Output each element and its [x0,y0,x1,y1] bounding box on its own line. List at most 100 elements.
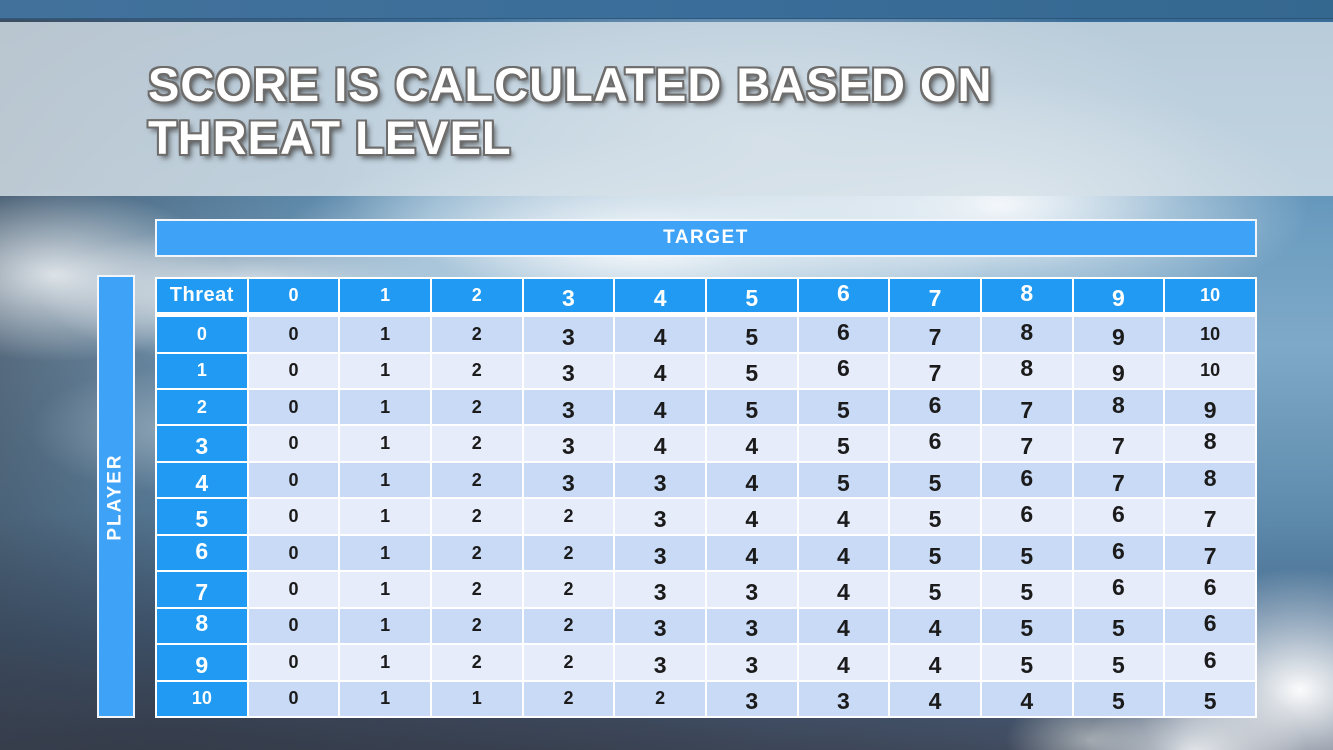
score-cell: 5 [979,533,1074,573]
score-cell: 7 [979,424,1074,463]
score-cell: 9 [1071,313,1166,354]
score-cell: 4 [704,533,799,573]
target-col-header-0: 0 [246,277,341,317]
score-cell: 5 [1071,679,1166,719]
score-table-body: 0 0 1 2 3 4 5 6 7 8 9 10 1 0 1 2 3 4 5 6 7 8 9 10 2 0 1 2 3 4 5 5 6 7 8 9 3 0… [155,313,1257,719]
score-cell: 3 [521,424,616,463]
threat-row-header-10: 10 [155,679,249,719]
score-cell: 1 [338,570,432,609]
score-cell: 2 [429,570,524,609]
score-cell: 6 [796,351,891,391]
score-cell: 6 [1071,497,1166,536]
score-cell: 5 [888,570,982,609]
score-cell: 1 [338,313,432,354]
score-cell: 0 [246,570,341,609]
score-cell: 0 [246,351,341,391]
score-cell: 1 [429,679,524,719]
score-cell: 0 [246,424,341,463]
score-cell: 3 [521,388,616,427]
player-axis-text: PLAYER [105,452,127,541]
score-cell: 6 [979,497,1074,536]
score-cell: 0 [246,313,341,354]
score-cell: 4 [796,533,891,573]
header-row: Threat 0 1 2 3 4 5 6 7 8 9 10 [155,277,1257,317]
score-cell: 4 [613,313,707,354]
score-cell: 1 [338,679,432,719]
title-line-1: SCORE IS CALCULATED BASED ON [148,58,993,111]
score-cell: 6 [888,424,982,463]
score-cell: 4 [796,606,891,646]
score-cell: 2 [429,424,524,463]
score-cell: 0 [246,388,341,427]
score-cell: 1 [338,497,432,536]
score-cell: 4 [888,679,982,719]
score-cell: 6 [1071,533,1166,573]
score-cell: 5 [888,460,982,500]
score-cell: 5 [979,570,1074,609]
threat-row-header-5: 5 [155,497,249,536]
score-cell: 2 [429,351,524,391]
score-cell: 3 [613,460,707,500]
threat-row-header-8: 8 [155,606,249,646]
score-cell: 5 [1163,679,1257,719]
score-cell: 2 [429,497,524,536]
target-col-header-8: 8 [979,277,1074,317]
score-cell: 1 [338,606,432,646]
threat-row-header-0: 0 [155,313,249,354]
score-cell: 4 [979,679,1074,719]
target-col-header-6: 6 [796,277,891,317]
target-axis-text: TARGET [663,227,749,248]
title-band: SCORE IS CALCULATED BASED ON THREAT LEVE… [0,22,1333,196]
score-cell: 3 [521,460,616,500]
score-cell: 2 [521,533,616,573]
score-cell: 8 [1163,460,1257,500]
score-cell: 8 [979,313,1074,354]
score-table-header: Threat 0 1 2 3 4 5 6 7 8 9 10 [155,277,1257,317]
score-cell: 5 [979,606,1074,646]
score-cell: 4 [888,643,982,682]
threat-row-header-2: 2 [155,388,249,427]
score-cell: 5 [796,388,891,427]
threat-row-header-6: 6 [155,533,249,573]
score-cell: 6 [1163,643,1257,682]
score-cell: 4 [796,497,891,536]
score-cell: 9 [1163,388,1257,427]
slide-title: SCORE IS CALCULATED BASED ON THREAT LEVE… [148,58,992,164]
score-cell: 6 [979,460,1074,500]
score-cell: 7 [1071,424,1166,463]
target-col-header-7: 7 [888,277,982,317]
score-cell: 10 [1163,351,1257,391]
score-cell: 2 [429,606,524,646]
score-cell: 2 [613,679,707,719]
score-cell: 0 [246,460,341,500]
score-cell: 2 [521,570,616,609]
score-cell: 5 [796,424,891,463]
score-cell: 7 [1163,533,1257,573]
target-col-header-2: 2 [429,277,524,317]
target-col-header-3: 3 [521,277,616,317]
target-col-header-9: 9 [1071,277,1166,317]
score-cell: 3 [521,313,616,354]
score-cell: 4 [704,497,799,536]
score-cell: 3 [704,679,799,719]
score-cell: 2 [429,388,524,427]
score-cell: 5 [1071,606,1166,646]
score-row-threat-0: 0 0 1 2 3 4 5 6 7 8 9 10 [155,313,1257,354]
score-row-threat-1: 1 0 1 2 3 4 5 6 7 8 9 10 [155,351,1257,391]
score-cell: 6 [1163,606,1257,646]
title-line-2: THREAT LEVEL [148,111,512,164]
score-cell: 7 [1163,497,1257,536]
score-cell: 5 [796,460,891,500]
score-cell: 3 [613,606,707,646]
score-cell: 4 [888,606,982,646]
score-cell: 0 [246,643,341,682]
target-col-header-5: 5 [704,277,799,317]
score-cell: 5 [704,313,799,354]
score-cell: 7 [888,351,982,391]
score-cell: 8 [1163,424,1257,463]
